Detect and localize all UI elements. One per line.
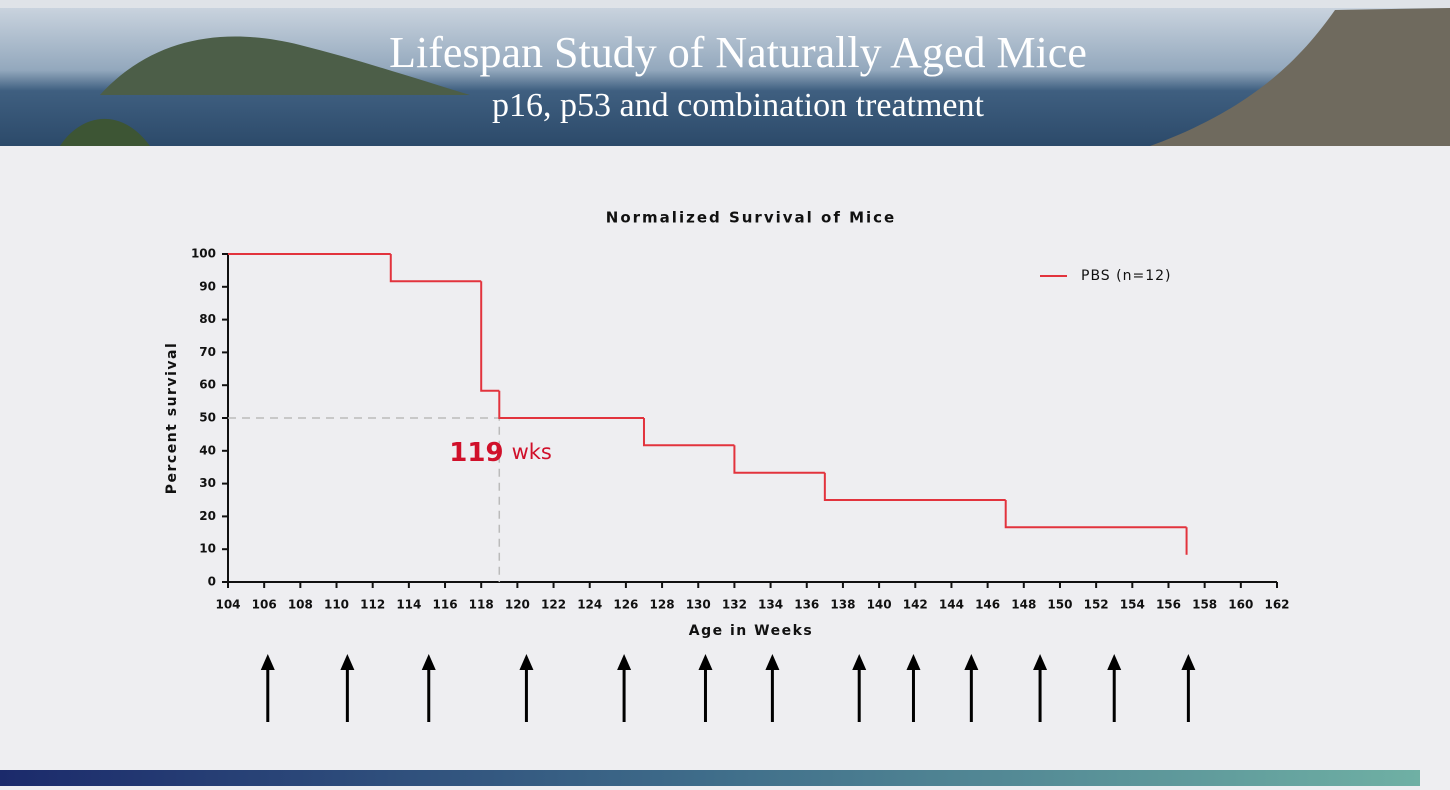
x-tick-label: 136 — [794, 598, 819, 612]
arrow-head — [698, 654, 713, 670]
top-strip — [0, 0, 1450, 8]
median-value: 119 — [449, 438, 503, 468]
arrow-head — [421, 654, 436, 670]
arrow-head — [1107, 654, 1122, 670]
x-axis-label: Age in Weeks — [689, 623, 813, 639]
x-tick-label: 128 — [650, 598, 675, 612]
x-tick-label: 150 — [1047, 598, 1072, 612]
island — [100, 36, 470, 95]
median-unit: wks — [512, 440, 552, 464]
treatment-arrow — [906, 654, 921, 722]
x-tick-label: 162 — [1264, 598, 1289, 612]
y-tick-label: 30 — [199, 476, 216, 490]
survival-step — [823, 472, 1006, 501]
legend-label: PBS (n=12) — [1081, 268, 1171, 284]
x-tick-label: 110 — [324, 598, 349, 612]
x-tick-label: 124 — [577, 598, 602, 612]
y-tick-label: 70 — [199, 345, 216, 359]
x-tick-label: 120 — [505, 598, 530, 612]
arrow-head — [765, 654, 780, 670]
arrow-head — [1033, 654, 1048, 670]
arrow-head — [852, 654, 867, 670]
x-tick-label: 130 — [686, 598, 711, 612]
x-tick-label: 142 — [903, 598, 928, 612]
survival-step — [1004, 500, 1187, 529]
rock — [60, 118, 150, 146]
survival-step — [733, 445, 825, 474]
x-tick-label: 126 — [613, 598, 638, 612]
treatment-arrow — [519, 654, 534, 722]
slide-title: Lifespan Study of Naturally Aged Mice — [389, 28, 1087, 77]
x-tick-label: 132 — [722, 598, 747, 612]
x-tick-label: 112 — [360, 598, 385, 612]
arrow-head — [617, 654, 632, 670]
x-tick-label: 122 — [541, 598, 566, 612]
cliff — [1150, 8, 1450, 146]
y-tick-label: 40 — [199, 443, 216, 457]
x-tick-label: 156 — [1156, 598, 1181, 612]
x-tick-label: 138 — [830, 598, 855, 612]
y-tick-label: 60 — [199, 378, 216, 392]
survival-step — [642, 418, 735, 447]
y-tick-label: 90 — [199, 279, 216, 293]
x-tick-label: 144 — [939, 598, 964, 612]
x-tick-label: 154 — [1120, 598, 1145, 612]
treatment-arrow — [852, 654, 867, 722]
treatment-arrow — [964, 654, 979, 722]
survival-step — [480, 281, 500, 392]
arrow-head — [906, 654, 921, 670]
arrow-head — [260, 654, 275, 670]
x-tick-label: 146 — [975, 598, 1000, 612]
y-tick-label: 0 — [208, 575, 216, 589]
arrow-head — [519, 654, 534, 670]
x-tick-label: 158 — [1192, 598, 1217, 612]
arrow-head — [964, 654, 979, 670]
treatment-arrow — [698, 654, 713, 722]
x-tick-label: 152 — [1084, 598, 1109, 612]
treatment-arrow — [260, 654, 275, 722]
x-tick-label: 106 — [252, 598, 277, 612]
treatment-arrow — [1107, 654, 1122, 722]
treatment-arrow — [340, 654, 355, 722]
x-tick-label: 108 — [288, 598, 313, 612]
y-tick-label: 100 — [191, 247, 216, 261]
survival-step — [389, 254, 482, 283]
y-tick-label: 80 — [199, 312, 216, 326]
x-tick-label: 140 — [867, 598, 892, 612]
x-tick-label: 118 — [469, 598, 494, 612]
treatment-arrow — [1181, 654, 1196, 722]
x-tick-label: 160 — [1228, 598, 1253, 612]
y-axis-label: Percent survival — [164, 342, 180, 495]
treatment-arrow — [1033, 654, 1048, 722]
treatment-arrow — [617, 654, 632, 722]
y-tick-label: 20 — [199, 509, 216, 523]
y-tick-label: 50 — [199, 411, 216, 425]
chart-title: Normalized Survival of Mice — [606, 209, 896, 227]
arrow-head — [1181, 654, 1196, 670]
footer-bar — [0, 770, 1420, 786]
x-tick-label: 116 — [433, 598, 458, 612]
y-tick-label: 10 — [199, 542, 216, 556]
x-tick-label: 104 — [215, 598, 240, 612]
x-tick-label: 134 — [758, 598, 783, 612]
treatment-arrow — [421, 654, 436, 722]
x-tick-label: 114 — [396, 598, 421, 612]
x-tick-label: 148 — [1011, 598, 1036, 612]
treatment-arrow — [765, 654, 780, 722]
median-annotation: 119 wks — [449, 438, 552, 468]
survival-step — [498, 390, 644, 419]
slide-subtitle: p16, p53 and combination treatment — [492, 87, 984, 124]
arrow-head — [340, 654, 355, 670]
